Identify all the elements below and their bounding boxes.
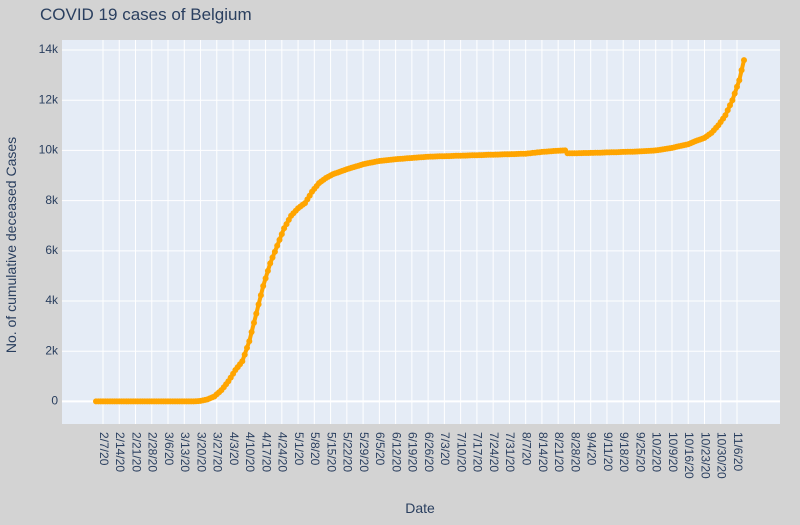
series-layer (93, 57, 747, 405)
x-tick-label: 5/8/20 (308, 432, 322, 466)
y-tick-label: 10k (39, 143, 59, 157)
x-tick-label: 6/12/20 (389, 432, 403, 472)
x-tick-label: 6/5/20 (373, 432, 387, 466)
x-tick-label: 5/1/20 (292, 432, 306, 466)
x-tick-label: 11/6/20 (731, 432, 745, 471)
x-tick-label: 5/29/20 (357, 432, 371, 472)
series-point (274, 242, 281, 249)
x-tick-label: 9/25/20 (633, 432, 647, 472)
series-point (257, 292, 264, 299)
series-point (239, 358, 246, 365)
series-point (255, 301, 262, 308)
x-tick-labels: 2/7/20 2/14/20 2/21/20 2/28/20 3/6/20 3/13/20… (97, 432, 745, 479)
y-tick-label: 4k (45, 293, 59, 307)
x-tick-label: 10/23/20 (698, 432, 712, 479)
series-point (727, 102, 733, 109)
x-tick-label: 2/14/20 (113, 432, 127, 472)
series-point (260, 283, 267, 289)
x-tick-label: 4/3/20 (227, 432, 241, 466)
x-tick-label: 10/30/20 (715, 432, 729, 479)
x-tick-label: 4/24/20 (276, 432, 290, 472)
series-point (262, 275, 269, 282)
x-tick-label: 7/31/20 (503, 432, 517, 472)
series-point (731, 90, 738, 97)
x-tick-label: 3/27/20 (211, 432, 225, 472)
series-point (722, 112, 729, 119)
x-tick-label: 5/22/20 (341, 432, 355, 472)
x-tick-label: 6/19/20 (406, 432, 420, 472)
series-point (253, 310, 260, 317)
x-tick-label: 7/17/20 (471, 432, 485, 472)
series-point (246, 338, 253, 345)
series-point (271, 248, 278, 255)
y-tick-label: 14k (39, 42, 59, 56)
series-point (741, 57, 747, 64)
x-tick-label: 7/24/20 (487, 432, 501, 472)
x-tick-label: 4/10/20 (243, 432, 257, 472)
x-tick-label: 8/21/20 (552, 432, 566, 472)
x-tick-label: 2/28/20 (146, 432, 160, 472)
x-tick-label: 10/2/20 (650, 432, 664, 472)
x-tick-label: 10/9/20 (666, 432, 680, 472)
series-point (278, 231, 285, 238)
series-point (241, 351, 248, 358)
x-tick-label: 3/13/20 (178, 432, 192, 472)
series-point (244, 344, 250, 351)
y-tick-label: 6k (45, 243, 59, 257)
x-tick-label: 3/20/20 (194, 432, 208, 472)
x-tick-label: 3/6/20 (162, 432, 176, 466)
x-tick-label: 8/14/20 (536, 432, 550, 472)
plot-area (62, 40, 780, 424)
y-tick-label: 12k (39, 92, 59, 106)
y-axis-title: No. of cumulative deceased Cases (3, 137, 19, 353)
series-point (248, 329, 255, 335)
y-tick-label: 0 (51, 394, 58, 408)
x-tick-label: 2/7/20 (97, 432, 111, 466)
series-point (738, 67, 745, 74)
series-point (729, 97, 736, 104)
series-point (724, 107, 731, 114)
x-tick-label: 4/17/20 (259, 432, 273, 472)
x-axis-title: Date (405, 500, 435, 516)
chart-title: COVID 19 cases of Belgium (40, 5, 252, 24)
series-point (269, 254, 276, 261)
series-point (734, 83, 740, 90)
x-tick-label: 2/21/20 (129, 432, 143, 472)
x-tick-label: 9/11/20 (601, 432, 615, 471)
y-tick-label: 8k (45, 193, 59, 207)
x-tick-label: 7/10/20 (454, 432, 468, 472)
x-gridlines (102, 40, 738, 424)
y-tick-labels: 0 2k 4k 6k 8k 10k 12k 14k (39, 42, 59, 407)
x-tick-label: 9/18/20 (617, 432, 631, 472)
series-point (736, 77, 743, 84)
x-tick-label: 5/15/20 (324, 432, 338, 472)
x-tick-label: 6/26/20 (422, 432, 436, 472)
x-tick-label: 9/4/20 (585, 432, 599, 466)
x-tick-label: 8/7/20 (519, 432, 533, 466)
y-tick-label: 2k (45, 343, 59, 357)
x-tick-label: 8/28/20 (568, 432, 582, 472)
x-tick-label: 7/3/20 (438, 432, 452, 466)
series-point (276, 236, 283, 243)
series-point (267, 260, 274, 267)
series-point (251, 319, 257, 326)
x-tick-label: 10/16/20 (682, 432, 696, 479)
series-point (264, 267, 271, 274)
